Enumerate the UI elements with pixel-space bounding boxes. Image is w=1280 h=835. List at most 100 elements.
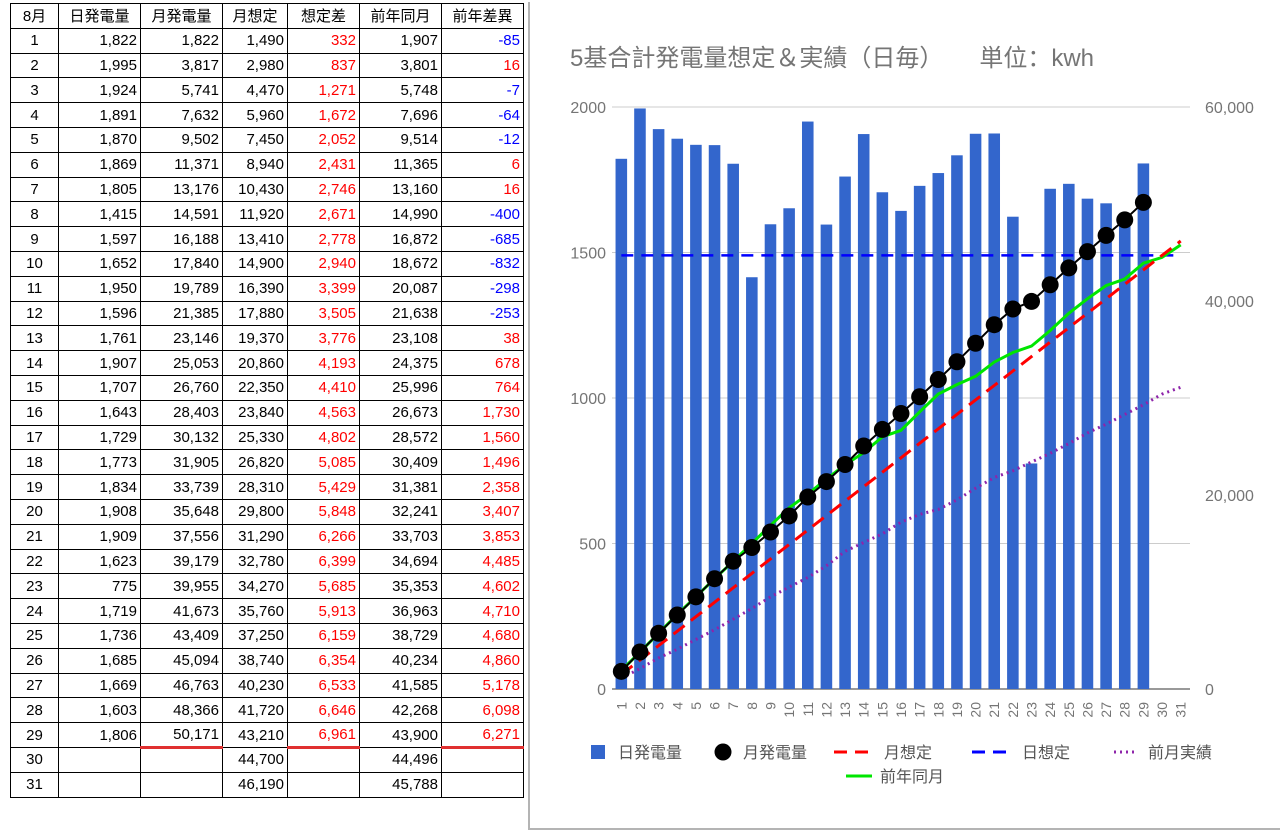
prev-year-diff-cell[interactable]: 4,860	[441, 647, 524, 674]
daily-generation-cell[interactable]: 1,597	[58, 226, 141, 252]
day-cell[interactable]: 30	[10, 746, 59, 773]
day-cell[interactable]: 28	[10, 697, 59, 724]
data-table[interactable]: 8月 日発電量 月発電量 月想定 想定差 前年同月 前年差異 1 1,822 1,822 1,49…	[10, 3, 524, 798]
daily-generation-cell[interactable]: 1,761	[58, 325, 141, 352]
day-cell[interactable]: 13	[10, 325, 59, 352]
prev-year-cell[interactable]: 23,108	[359, 325, 442, 352]
monthly-forecast-cell[interactable]: 2,980	[222, 52, 288, 79]
prev-year-cell[interactable]: 33,703	[359, 523, 442, 550]
prev-year-cell[interactable]: 25,996	[359, 374, 442, 401]
prev-year-cell[interactable]: 35,353	[359, 573, 442, 600]
prev-year-diff-cell[interactable]: 4,485	[441, 548, 524, 575]
monthly-forecast-cell[interactable]: 32,780	[222, 548, 288, 575]
forecast-diff-cell[interactable]: 5,913	[287, 598, 360, 624]
monthly-generation-cell[interactable]: 21,385	[140, 300, 223, 327]
prev-year-diff-cell[interactable]: 38	[441, 325, 524, 352]
prev-year-cell[interactable]: 20,087	[359, 275, 442, 302]
forecast-diff-cell[interactable]: 5,429	[287, 474, 360, 500]
daily-generation-cell[interactable]: 1,685	[58, 647, 141, 674]
monthly-forecast-cell[interactable]: 14,900	[222, 250, 288, 277]
monthly-forecast-cell[interactable]: 37,250	[222, 622, 288, 649]
daily-generation-cell[interactable]: 1,908	[58, 498, 141, 525]
prev-year-diff-cell[interactable]: 2,358	[441, 474, 524, 500]
day-cell[interactable]: 26	[10, 647, 59, 674]
day-cell[interactable]: 8	[10, 201, 59, 228]
monthly-generation-cell[interactable]: 39,179	[140, 548, 223, 575]
prev-year-diff-cell[interactable]: -685	[441, 226, 524, 252]
prev-year-cell[interactable]: 1,907	[359, 27, 442, 54]
monthly-generation-cell[interactable]: 50,171	[140, 722, 223, 749]
day-cell[interactable]: 1	[10, 27, 59, 54]
day-cell[interactable]: 2	[10, 52, 59, 79]
daily-generation-cell[interactable]: 1,907	[58, 350, 141, 376]
monthly-generation-cell[interactable]: 17,840	[140, 250, 223, 277]
monthly-forecast-cell[interactable]: 10,430	[222, 176, 288, 203]
prev-year-cell[interactable]: 14,990	[359, 201, 442, 228]
monthly-generation-cell[interactable]: 30,132	[140, 424, 223, 451]
monthly-forecast-cell[interactable]: 31,290	[222, 523, 288, 550]
forecast-diff-cell[interactable]: 1,672	[287, 102, 360, 128]
forecast-diff-cell[interactable]: 6,354	[287, 647, 360, 674]
prev-year-diff-cell[interactable]: 5,178	[441, 672, 524, 699]
prev-year-diff-cell[interactable]: 1,730	[441, 399, 524, 426]
daily-generation-cell[interactable]: 1,950	[58, 275, 141, 302]
monthly-forecast-cell[interactable]: 8,940	[222, 151, 288, 178]
prev-year-diff-cell[interactable]: -85	[441, 27, 524, 54]
prev-year-diff-cell[interactable]: -253	[441, 300, 524, 327]
prev-year-diff-cell[interactable]: 16	[441, 52, 524, 79]
prev-year-diff-cell[interactable]: 3,407	[441, 498, 524, 525]
daily-generation-cell[interactable]: 1,891	[58, 102, 141, 128]
day-cell[interactable]: 27	[10, 672, 59, 699]
prev-year-diff-cell[interactable]: 6,271	[441, 722, 524, 749]
column-header[interactable]: 月発電量	[140, 3, 223, 29]
column-header[interactable]: 想定差	[287, 3, 360, 29]
prev-year-cell[interactable]: 13,160	[359, 176, 442, 203]
prev-year-cell[interactable]: 24,375	[359, 350, 442, 376]
prev-year-cell[interactable]: 34,694	[359, 548, 442, 575]
monthly-generation-cell[interactable]: 9,502	[140, 126, 223, 153]
daily-generation-cell[interactable]	[58, 746, 141, 773]
day-cell[interactable]: 22	[10, 548, 59, 575]
daily-generation-cell[interactable]: 1,909	[58, 523, 141, 550]
prev-year-diff-cell[interactable]: 678	[441, 350, 524, 376]
monthly-forecast-cell[interactable]: 25,330	[222, 424, 288, 451]
monthly-generation-cell[interactable]: 39,955	[140, 573, 223, 600]
monthly-forecast-cell[interactable]: 34,270	[222, 573, 288, 600]
forecast-diff-cell[interactable]: 2,778	[287, 226, 360, 252]
daily-generation-cell[interactable]: 1,806	[58, 722, 141, 748]
monthly-generation-cell[interactable]: 14,591	[140, 201, 223, 228]
forecast-diff-cell[interactable]: 2,746	[287, 176, 360, 203]
daily-generation-cell[interactable]: 1,822	[58, 27, 141, 54]
day-cell[interactable]: 17	[10, 424, 59, 451]
monthly-generation-cell[interactable]: 11,371	[140, 151, 223, 178]
monthly-generation-cell[interactable]: 25,053	[140, 350, 223, 376]
column-header[interactable]: 月想定	[222, 3, 288, 29]
forecast-diff-cell[interactable]: 4,410	[287, 374, 360, 401]
monthly-generation-cell[interactable]: 19,789	[140, 275, 223, 302]
forecast-diff-cell[interactable]: 1,271	[287, 77, 360, 104]
day-cell[interactable]: 11	[10, 275, 59, 302]
daily-generation-cell[interactable]: 1,596	[58, 300, 141, 327]
forecast-diff-cell[interactable]	[287, 771, 360, 798]
monthly-forecast-cell[interactable]: 17,880	[222, 300, 288, 327]
prev-year-diff-cell[interactable]: 4,710	[441, 598, 524, 624]
prev-year-cell[interactable]: 36,963	[359, 598, 442, 624]
prev-year-cell[interactable]: 45,788	[359, 771, 442, 798]
forecast-diff-cell[interactable]: 4,802	[287, 424, 360, 451]
prev-year-diff-cell[interactable]: 3,853	[441, 523, 524, 550]
prev-year-cell[interactable]: 28,572	[359, 424, 442, 451]
prev-year-cell[interactable]: 11,365	[359, 151, 442, 178]
day-cell[interactable]: 7	[10, 176, 59, 203]
monthly-generation-cell[interactable]: 31,905	[140, 449, 223, 476]
day-cell[interactable]: 6	[10, 151, 59, 178]
prev-year-diff-cell[interactable]: 1,560	[441, 424, 524, 451]
monthly-generation-cell[interactable]: 5,741	[140, 77, 223, 104]
prev-year-diff-cell[interactable]: 6	[441, 151, 524, 178]
monthly-forecast-cell[interactable]: 41,720	[222, 697, 288, 724]
forecast-diff-cell[interactable]: 6,159	[287, 622, 360, 649]
forecast-diff-cell[interactable]: 5,685	[287, 573, 360, 600]
day-cell[interactable]: 15	[10, 374, 59, 401]
monthly-generation-cell[interactable]: 33,739	[140, 474, 223, 500]
forecast-diff-cell[interactable]: 3,399	[287, 275, 360, 302]
monthly-forecast-cell[interactable]: 38,740	[222, 647, 288, 674]
